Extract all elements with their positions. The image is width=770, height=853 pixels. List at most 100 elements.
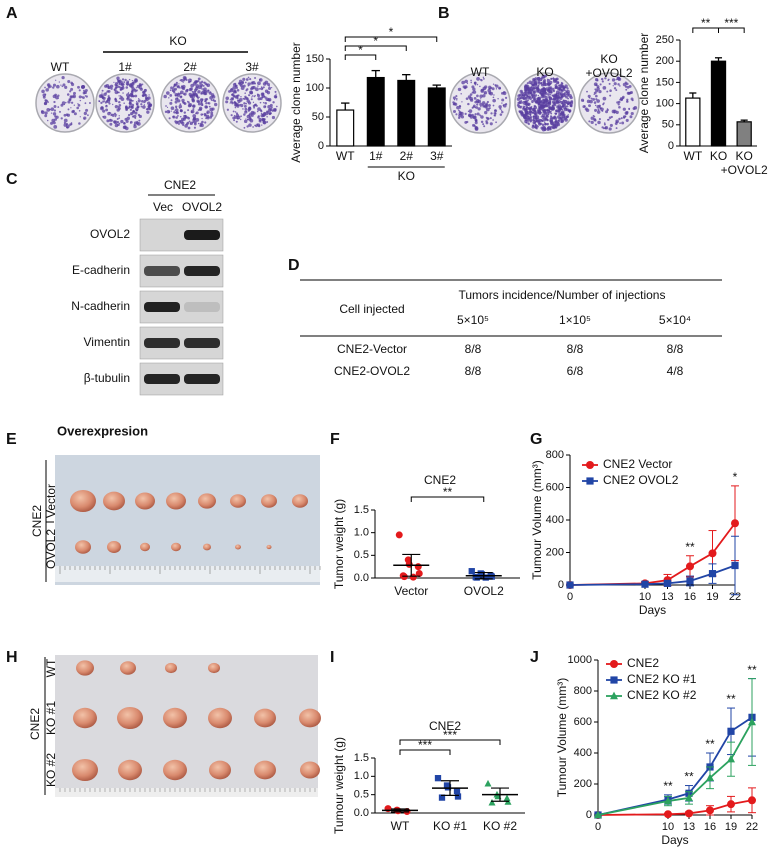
- y-axis-label: Tumour weight (g): [332, 737, 346, 834]
- colony: [78, 89, 81, 92]
- marker: [395, 531, 403, 539]
- colony: [603, 122, 606, 124]
- colony: [173, 83, 178, 87]
- colony: [172, 89, 174, 92]
- colony: [552, 105, 554, 107]
- colony: [53, 125, 58, 129]
- colony: [110, 113, 113, 116]
- photo-group: CNE2: [28, 708, 42, 740]
- colony: [528, 123, 530, 125]
- colony: [84, 95, 87, 97]
- colony: [548, 111, 551, 114]
- colony: [175, 121, 179, 125]
- colony: [234, 82, 237, 85]
- colony: [176, 83, 178, 85]
- colony: [243, 104, 247, 108]
- colony: [548, 91, 551, 94]
- colony: [482, 123, 485, 126]
- colony: [114, 105, 119, 109]
- colony: [492, 119, 494, 121]
- colony: [183, 115, 185, 117]
- colony: [46, 108, 51, 112]
- tumor: [208, 662, 220, 674]
- colony: [601, 126, 604, 129]
- colony: [204, 121, 207, 124]
- colony: [202, 88, 204, 90]
- colony: [234, 103, 238, 107]
- colony: [480, 115, 484, 119]
- colony: [479, 94, 483, 98]
- colony: [243, 126, 246, 129]
- y-tick-label: 1.0: [354, 770, 369, 782]
- marker: [454, 793, 462, 800]
- colony: [594, 108, 598, 112]
- colony: [100, 101, 103, 105]
- colony: [532, 90, 536, 94]
- colony: [66, 113, 71, 117]
- colony: [245, 102, 248, 105]
- tumor: [254, 708, 276, 728]
- colony: [141, 88, 143, 90]
- colony: [58, 110, 61, 113]
- x-tick-label: 16: [704, 821, 716, 833]
- colony: [109, 122, 113, 126]
- colony: [67, 108, 70, 111]
- colony: [618, 105, 621, 109]
- marker: [478, 571, 485, 578]
- colony: [501, 98, 505, 102]
- colony: [120, 83, 124, 87]
- blot-title: CNE2: [164, 178, 196, 192]
- panel-label: E: [6, 431, 17, 448]
- colony: [140, 103, 143, 106]
- colony: [247, 82, 251, 86]
- bar: [710, 60, 727, 147]
- colony: [114, 99, 118, 103]
- colony: [486, 100, 489, 104]
- colony: [533, 119, 535, 122]
- colony: [233, 114, 236, 117]
- colony: [470, 81, 472, 84]
- colony: [166, 109, 171, 114]
- colony: [561, 82, 564, 84]
- colony: [70, 101, 74, 104]
- colony: [497, 98, 499, 100]
- colony: [487, 103, 491, 107]
- colony: [533, 97, 537, 101]
- colony: [234, 106, 237, 109]
- marker: [727, 727, 735, 735]
- colony: [230, 114, 233, 117]
- colony: [598, 89, 602, 94]
- colony: [141, 83, 144, 86]
- colony: [466, 82, 469, 85]
- colony: [80, 85, 85, 90]
- colony: [541, 128, 546, 132]
- colony: [565, 90, 568, 93]
- colony: [599, 83, 602, 86]
- colony: [257, 115, 260, 118]
- colony: [261, 118, 265, 122]
- colony: [491, 87, 495, 91]
- colony: [482, 105, 485, 108]
- panel-label: A: [6, 5, 18, 22]
- colony: [539, 82, 543, 85]
- colony: [493, 94, 495, 96]
- colony: [480, 78, 482, 81]
- colony: [598, 118, 601, 121]
- colony: [479, 102, 483, 107]
- colony: [100, 106, 104, 111]
- colony: [239, 118, 242, 121]
- table-header: Tumors incidence/Number of injections: [459, 288, 666, 302]
- colony: [254, 94, 256, 97]
- colony: [116, 79, 119, 81]
- colony: [569, 101, 574, 105]
- colony: [551, 98, 554, 100]
- series-line: [597, 721, 753, 816]
- colony: [178, 120, 182, 123]
- colony: [544, 104, 548, 108]
- colony: [163, 94, 167, 99]
- colony: [68, 98, 72, 102]
- colony: [181, 98, 185, 103]
- colony: [180, 117, 185, 121]
- y-tick-label: 0.5: [354, 789, 369, 801]
- colony: [590, 97, 593, 100]
